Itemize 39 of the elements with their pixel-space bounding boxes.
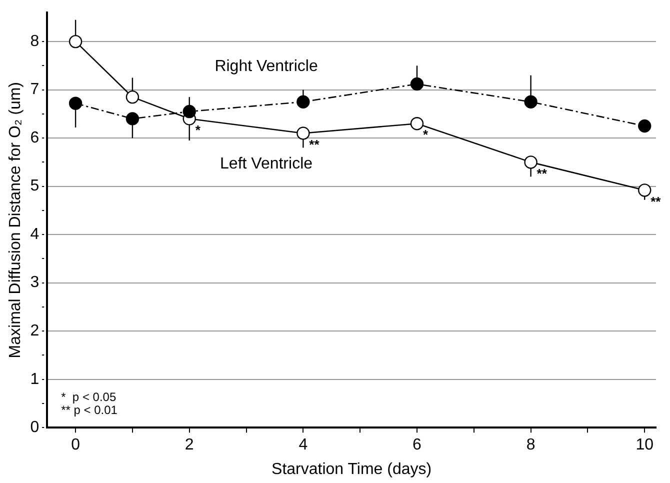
- x-axis-title: Starvation Time (days): [272, 460, 432, 478]
- series-label: Left Ventricle: [220, 155, 313, 172]
- y-tick-label: 6: [30, 129, 40, 146]
- y-tick-label: 1: [30, 370, 40, 388]
- y-tick-label: 7: [30, 81, 40, 98]
- y-tick-label: 4: [30, 226, 40, 243]
- point: [126, 112, 140, 126]
- y-axis-title: Maximal Diffusion Distance for O₂ (um): [7, 82, 24, 358]
- annotation: **: [309, 136, 320, 152]
- annotation: ** p < 0.01: [61, 402, 118, 417]
- annotation: **: [650, 194, 662, 209]
- point: [68, 34, 82, 48]
- x-tick-label: 8: [526, 436, 536, 454]
- point: [296, 126, 310, 140]
- x-tick-label: 10: [636, 436, 654, 454]
- point: [638, 119, 652, 133]
- point: [182, 104, 196, 118]
- point: [524, 95, 538, 108]
- y-tick-label: 3: [30, 274, 40, 292]
- y-tick-label: 2: [30, 322, 40, 340]
- point: [296, 95, 310, 108]
- x-tick-label: 4: [298, 436, 308, 454]
- x-tick-label: 6: [412, 436, 422, 454]
- point: [524, 156, 538, 169]
- point: [638, 184, 652, 197]
- series-label: Right Ventricle: [214, 58, 318, 76]
- y-tick-label: 5: [30, 178, 40, 195]
- y-tick-label: 8: [30, 32, 40, 50]
- x-tick-label: 0: [71, 436, 80, 454]
- y-tick-label: 0: [30, 419, 40, 436]
- annotation: *: [195, 122, 202, 138]
- point: [410, 77, 424, 91]
- x-tick-label: 2: [184, 436, 194, 454]
- point: [68, 96, 82, 110]
- annotation: **: [536, 166, 548, 181]
- point: [126, 90, 140, 104]
- annotation: *: [422, 127, 429, 142]
- annotation: * p < 0.05: [61, 390, 116, 404]
- point: [410, 116, 424, 130]
